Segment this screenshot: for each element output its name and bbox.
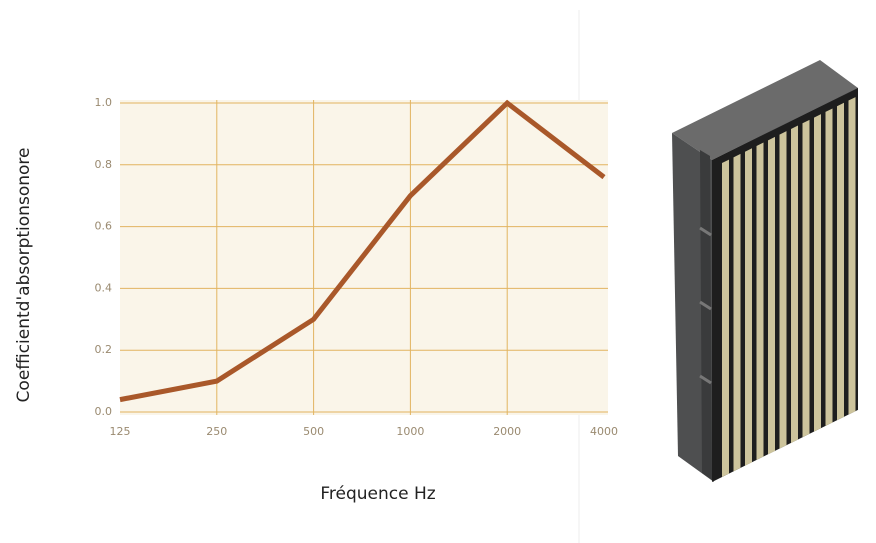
slat — [780, 131, 787, 448]
panel-side-inner — [700, 150, 712, 480]
y-axis-title: Coefficientd'absorptionsonore — [14, 148, 34, 403]
x-tick-label: 125 — [110, 425, 131, 438]
slat — [814, 114, 821, 431]
y-tick-label: 0.6 — [95, 220, 113, 233]
slat — [768, 137, 775, 454]
slat — [745, 148, 752, 465]
page: {"chart_data": {"type": "line", "x_label… — [0, 0, 876, 543]
slat — [757, 143, 764, 460]
panel-illustration — [672, 60, 858, 482]
chart: Fréquence Hz Coefficientd'absorptionsono… — [0, 0, 876, 543]
slat — [734, 154, 741, 471]
slat — [722, 160, 729, 477]
slat — [849, 97, 856, 414]
y-tick-label: 0.4 — [95, 281, 113, 294]
x-tick-label: 4000 — [590, 425, 618, 438]
y-tick-label: 1.0 — [95, 96, 113, 109]
y-tick-label: 0.8 — [95, 158, 113, 171]
slat — [791, 125, 798, 442]
slat — [826, 108, 833, 425]
x-tick-label: 2000 — [493, 425, 521, 438]
x-tick-label: 250 — [206, 425, 227, 438]
y-tick-label: 0.0 — [95, 405, 113, 418]
x-axis-title: Fréquence Hz — [320, 484, 435, 504]
x-tick-label: 1000 — [396, 425, 424, 438]
y-tick-label: 0.2 — [95, 343, 113, 356]
x-tick-label: 500 — [303, 425, 324, 438]
slat — [803, 120, 810, 437]
slat — [837, 103, 844, 420]
